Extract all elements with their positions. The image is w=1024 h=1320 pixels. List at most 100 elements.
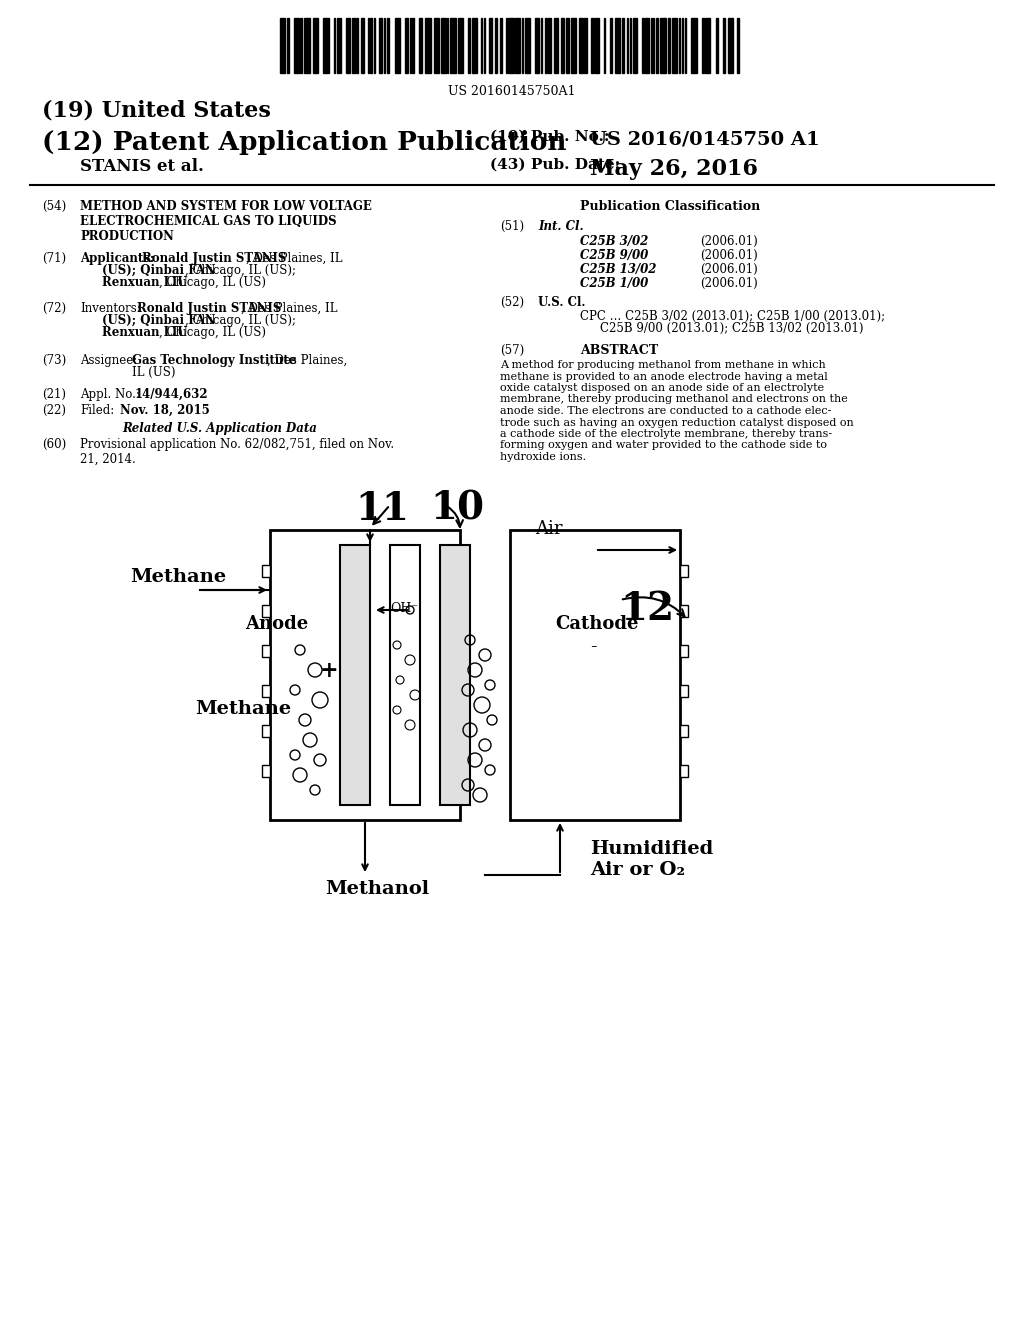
Bar (410, 18, 411, 73)
Bar (591, 18, 594, 73)
Bar (610, 18, 611, 73)
Bar (368, 18, 369, 73)
Text: 14/944,632: 14/944,632 (135, 388, 209, 401)
Bar (541, 18, 542, 73)
Bar (706, 18, 711, 73)
Bar (595, 18, 598, 73)
Bar (723, 18, 725, 73)
Bar (458, 18, 463, 73)
Text: (71): (71) (42, 252, 67, 265)
Text: (2006.01): (2006.01) (700, 235, 758, 248)
Text: May 26, 2016: May 26, 2016 (590, 158, 758, 180)
Text: Air: Air (535, 520, 562, 539)
Bar (270, 531, 460, 820)
Bar (604, 18, 605, 73)
Bar (656, 18, 658, 73)
Bar (536, 18, 539, 73)
Text: , Des Plaines, IL: , Des Plaines, IL (241, 302, 338, 315)
Bar (294, 18, 299, 73)
Bar (622, 18, 624, 73)
Bar (668, 18, 670, 73)
Text: 11: 11 (355, 490, 409, 528)
Bar (728, 18, 733, 73)
Text: STANIS et al.: STANIS et al. (80, 158, 204, 176)
Text: Ronald Justin STANIS: Ronald Justin STANIS (142, 252, 287, 265)
Text: CPC … C25B 3/02 (2013.01); C25B 1/00 (2013.01);: CPC … C25B 3/02 (2013.01); C25B 1/00 (20… (580, 310, 885, 323)
Bar (501, 18, 503, 73)
Bar (472, 18, 477, 73)
Text: -: - (590, 638, 597, 656)
Text: Assignee:: Assignee: (80, 354, 137, 367)
Bar (340, 18, 341, 73)
Text: Int. Cl.: Int. Cl. (538, 220, 584, 234)
Bar (262, 766, 270, 777)
Bar (440, 18, 445, 73)
Text: Publication Classification: Publication Classification (580, 201, 760, 213)
Bar (304, 18, 309, 73)
Text: (51): (51) (500, 220, 524, 234)
Bar (394, 18, 399, 73)
Text: , Chicago, IL (US): , Chicago, IL (US) (159, 326, 266, 339)
Bar (280, 18, 286, 73)
Text: Inventors:: Inventors: (80, 302, 140, 315)
Bar (340, 545, 370, 805)
Bar (334, 18, 335, 73)
Text: ABSTRACT: ABSTRACT (580, 345, 658, 356)
Bar (480, 18, 482, 73)
Bar (468, 18, 470, 73)
Text: (57): (57) (500, 345, 524, 356)
Text: a cathode side of the electrolyte membrane, thereby trans-: a cathode side of the electrolyte membra… (500, 429, 833, 440)
Text: METHOD AND SYSTEM FOR LOW VOLTAGE
ELECTROCHEMICAL GAS TO LIQUIDS
PRODUCTION: METHOD AND SYSTEM FOR LOW VOLTAGE ELECTR… (80, 201, 372, 243)
Text: (73): (73) (42, 354, 67, 367)
Text: (22): (22) (42, 404, 66, 417)
Bar (374, 18, 376, 73)
Bar (262, 645, 270, 657)
Bar (406, 18, 409, 73)
Text: (US); Qinbai FAN: (US); Qinbai FAN (102, 314, 216, 327)
Bar (736, 18, 738, 73)
Bar (484, 18, 485, 73)
Bar (351, 18, 355, 73)
Bar (685, 18, 686, 73)
Text: Gas Technology Institute: Gas Technology Institute (132, 354, 296, 367)
Bar (419, 18, 422, 73)
Text: (12) Patent Application Publication: (12) Patent Application Publication (42, 129, 566, 154)
Text: 12: 12 (620, 590, 674, 628)
Bar (548, 18, 551, 73)
Bar (701, 18, 703, 73)
FancyArrowPatch shape (623, 597, 684, 616)
Text: Renxuan LIU: Renxuan LIU (102, 276, 187, 289)
Bar (554, 18, 558, 73)
FancyArrowPatch shape (374, 507, 388, 524)
Text: Humidified
Air or O₂: Humidified Air or O₂ (590, 840, 714, 879)
Bar (561, 18, 564, 73)
Text: Methanol: Methanol (325, 880, 429, 898)
Text: oxide catalyst disposed on an anode side of an electrolyte: oxide catalyst disposed on an anode side… (500, 383, 824, 393)
Bar (634, 18, 637, 73)
Bar (515, 18, 520, 73)
Text: C25B 3/02: C25B 3/02 (580, 235, 648, 248)
Text: , Chicago, IL (US);: , Chicago, IL (US); (185, 314, 296, 327)
Bar (679, 18, 680, 73)
Bar (653, 18, 654, 73)
Bar (434, 18, 439, 73)
Text: , Chicago, IL (US): , Chicago, IL (US) (159, 276, 266, 289)
Text: (52): (52) (500, 296, 524, 309)
Bar (565, 18, 569, 73)
Text: (10) Pub. No.:: (10) Pub. No.: (490, 129, 609, 144)
Bar (680, 605, 688, 616)
Text: +: + (319, 660, 339, 682)
Bar (545, 18, 547, 73)
Text: 10: 10 (430, 490, 484, 528)
Bar (337, 18, 339, 73)
Text: (43) Pub. Date:: (43) Pub. Date: (490, 158, 621, 172)
Bar (262, 685, 270, 697)
Bar (313, 18, 318, 73)
Bar (680, 725, 688, 737)
Bar (642, 18, 644, 73)
Bar (580, 18, 583, 73)
Text: (2006.01): (2006.01) (700, 263, 758, 276)
Text: (2006.01): (2006.01) (700, 277, 758, 290)
Text: (21): (21) (42, 388, 66, 401)
Bar (672, 18, 677, 73)
